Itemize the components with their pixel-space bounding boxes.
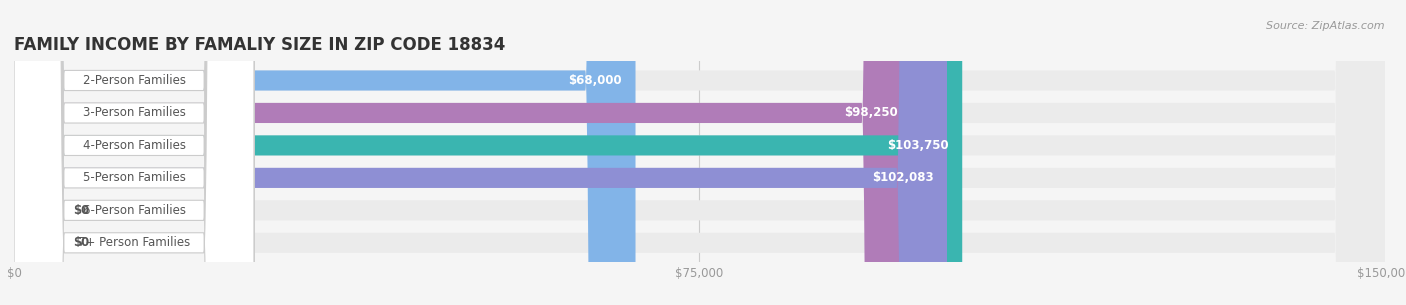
FancyBboxPatch shape [14,0,254,305]
Text: 5-Person Families: 5-Person Families [83,171,186,185]
FancyBboxPatch shape [14,0,254,305]
FancyBboxPatch shape [14,0,254,305]
FancyBboxPatch shape [14,0,948,305]
Text: 6-Person Families: 6-Person Families [83,204,186,217]
FancyBboxPatch shape [14,0,1385,305]
FancyBboxPatch shape [14,0,1385,305]
Text: $102,083: $102,083 [872,171,934,185]
Text: $98,250: $98,250 [845,106,898,120]
Text: $103,750: $103,750 [887,139,949,152]
FancyBboxPatch shape [14,0,636,305]
Text: $0: $0 [73,236,90,249]
FancyBboxPatch shape [14,0,55,305]
FancyBboxPatch shape [14,0,254,305]
Text: Source: ZipAtlas.com: Source: ZipAtlas.com [1267,21,1385,31]
FancyBboxPatch shape [14,0,962,305]
FancyBboxPatch shape [14,0,254,305]
Text: $0: $0 [73,204,90,217]
FancyBboxPatch shape [14,0,1385,305]
FancyBboxPatch shape [14,0,1385,305]
FancyBboxPatch shape [14,0,1385,305]
Text: 3-Person Families: 3-Person Families [83,106,186,120]
FancyBboxPatch shape [14,0,912,305]
Text: 4-Person Families: 4-Person Families [83,139,186,152]
Text: $68,000: $68,000 [568,74,621,87]
FancyBboxPatch shape [14,0,1385,305]
FancyBboxPatch shape [14,0,254,305]
Text: FAMILY INCOME BY FAMALIY SIZE IN ZIP CODE 18834: FAMILY INCOME BY FAMALIY SIZE IN ZIP COD… [14,36,505,54]
Text: 7+ Person Families: 7+ Person Families [77,236,190,249]
FancyBboxPatch shape [14,0,55,305]
Text: 2-Person Families: 2-Person Families [83,74,186,87]
